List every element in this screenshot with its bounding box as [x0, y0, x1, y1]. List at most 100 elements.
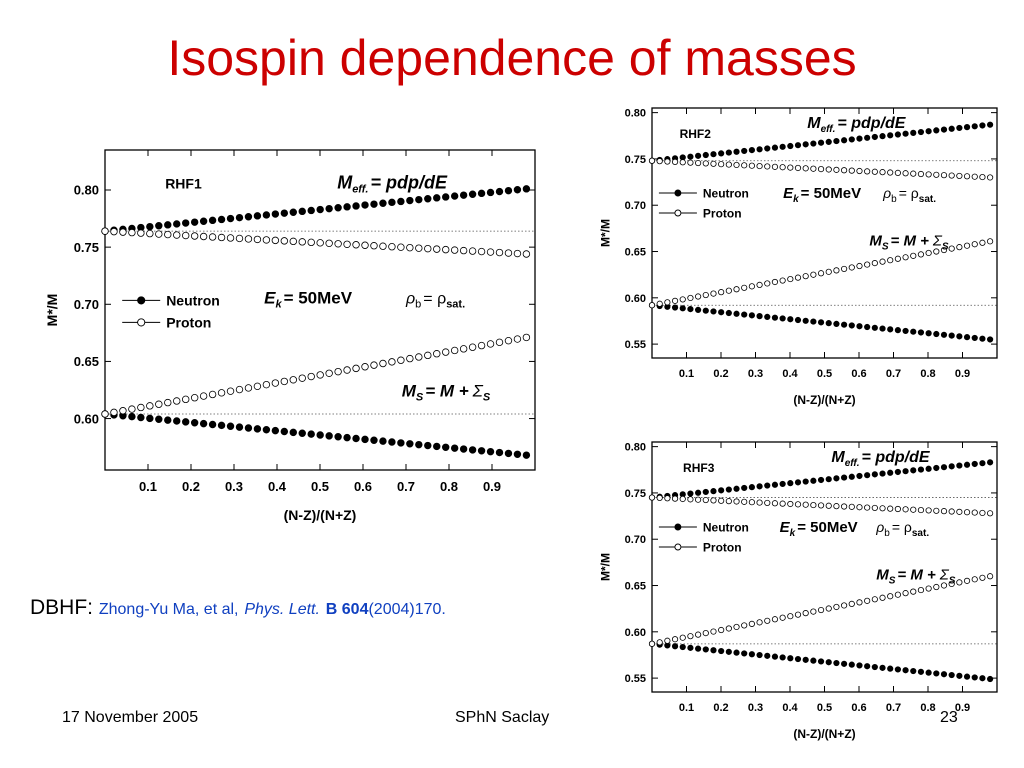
neutron-point — [397, 197, 405, 206]
neutron-point — [771, 481, 779, 488]
neutron-point — [718, 647, 725, 655]
proton-point — [424, 351, 432, 360]
proton-point — [802, 501, 809, 508]
proton-point — [459, 246, 468, 255]
proton-point — [695, 293, 702, 300]
neutron-point — [971, 123, 978, 130]
neutron-point — [687, 644, 694, 651]
legend-marker — [674, 189, 682, 197]
neutron-point — [217, 421, 226, 430]
proton-point — [733, 161, 740, 169]
neutron-point — [848, 136, 855, 143]
y-tick-label: 0.80 — [74, 183, 99, 198]
proton-point — [917, 251, 925, 258]
neutron-point — [825, 138, 832, 146]
proton-point — [217, 389, 226, 397]
proton-point — [948, 245, 955, 252]
proton-point — [725, 498, 732, 505]
neutron-point — [679, 305, 686, 312]
neutron-point — [415, 440, 423, 449]
neutron-point — [940, 126, 948, 133]
neutron-point — [424, 195, 432, 203]
neutron-point — [986, 336, 994, 343]
rho-annotation: ρb = ρsat. — [882, 185, 936, 205]
proton-point — [702, 291, 709, 299]
annotation-part: = ρ — [423, 291, 446, 308]
annotation-part: E — [264, 289, 276, 308]
proton-point — [963, 242, 971, 249]
proton-point — [879, 258, 886, 265]
x-tick-label: 0.8 — [920, 702, 935, 714]
neutron-point — [361, 201, 369, 209]
proton-point — [902, 170, 909, 177]
neutron-point — [710, 488, 717, 495]
annotation-part: M — [402, 381, 417, 400]
proton-point — [848, 167, 855, 174]
neutron-point — [741, 650, 748, 657]
proton-point — [794, 274, 802, 281]
y-axis-label: M*/M — [598, 219, 612, 247]
x-tick-label: 0.5 — [817, 368, 832, 380]
proton-point — [841, 265, 848, 273]
rho-annotation: ρb = ρsat. — [875, 519, 929, 539]
neutron-point — [334, 433, 342, 441]
proton-point — [787, 164, 794, 171]
proton-point — [910, 588, 917, 595]
proton-point — [325, 369, 333, 377]
x-tick-label: 0.4 — [782, 368, 798, 380]
proton-point — [181, 395, 190, 404]
proton-point — [963, 577, 971, 584]
neutron-point — [226, 422, 235, 430]
neutron-point — [925, 330, 932, 337]
legend-label: Neutron — [703, 520, 749, 534]
neutron-point — [226, 214, 235, 223]
proton-point — [725, 625, 732, 632]
neutron-point — [361, 435, 369, 444]
proton-point — [940, 246, 948, 254]
proton-point — [513, 335, 522, 343]
annotation-part: Σ — [472, 381, 484, 400]
rho-annotation: ρb = ρsat. — [405, 291, 465, 311]
proton-point — [956, 244, 963, 251]
neutron-point — [779, 143, 786, 150]
annotation-part: E — [780, 519, 791, 536]
proton-point — [856, 599, 863, 606]
neutron-point — [477, 447, 486, 455]
annotation-part: M — [337, 172, 353, 192]
neutron-point — [253, 425, 262, 433]
neutron-point — [810, 477, 817, 484]
neutron-point — [871, 471, 878, 478]
legend-label: Neutron — [703, 186, 749, 200]
ms-annotation: MS = M + ΣS — [869, 233, 949, 253]
neutron-point — [756, 313, 763, 320]
annotation-part: b — [891, 194, 897, 205]
neutron-point — [271, 210, 280, 218]
proton-point — [128, 405, 136, 413]
proton-point — [190, 394, 199, 402]
annotation-part: Σ — [939, 567, 950, 584]
proton-point — [810, 608, 817, 615]
proton-point — [155, 230, 163, 238]
neutron-point — [343, 203, 351, 211]
proton-point — [887, 257, 894, 264]
neutron-point — [733, 485, 740, 492]
proton-point — [764, 499, 771, 507]
y-axis-label: M*/M — [598, 553, 612, 581]
proton-point — [802, 273, 809, 280]
neutron-point — [262, 426, 271, 434]
neutron-point — [748, 484, 755, 491]
proton-point — [702, 160, 709, 167]
proton-point — [671, 297, 679, 304]
neutron-point — [316, 431, 324, 439]
legend-label: Proton — [703, 540, 742, 554]
neutron-point — [787, 142, 794, 150]
neutron-point — [871, 324, 878, 331]
proton-point — [664, 299, 671, 306]
reference-citation: DBHF: Zhong-Yu Ma, et al, Phys. Lett. B … — [30, 596, 446, 620]
neutron-point — [802, 141, 809, 148]
annotation-part: = M + — [891, 233, 930, 250]
annotation-part: = 50MeV — [797, 519, 857, 536]
neutron-point — [702, 646, 709, 653]
neutron-point — [887, 132, 894, 139]
x-tick-label: 0.6 — [851, 368, 866, 380]
